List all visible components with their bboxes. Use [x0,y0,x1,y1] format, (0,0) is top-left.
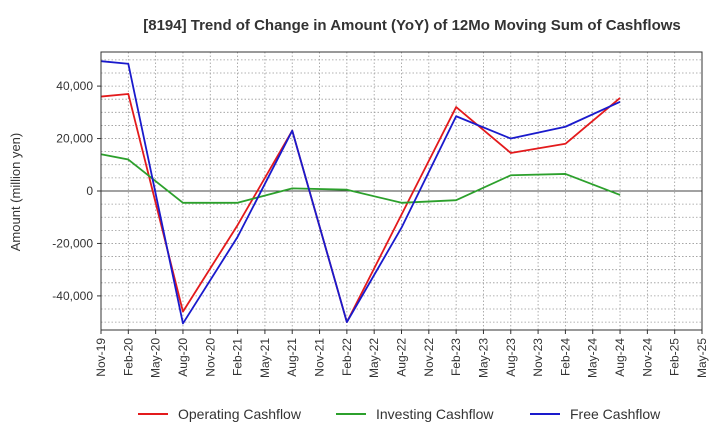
series-line [100,60,621,325]
x-tick-label: Aug-22 [395,338,409,377]
x-tick-label: Feb-21 [231,338,245,376]
x-tick-label: Feb-22 [340,338,354,376]
grid [100,52,703,330]
series-line [100,153,621,204]
y-tick-label: 40,000 [56,79,93,93]
x-tick-label: Nov-22 [422,338,436,377]
x-tick-label: Aug-21 [285,338,299,377]
x-tick-label: Nov-19 [94,338,108,377]
x-tick-label: Nov-24 [640,338,654,377]
x-tick-label: Nov-20 [203,338,217,377]
x-tick-label: Aug-23 [504,338,518,377]
y-tick-label: 0 [86,184,93,198]
x-tick-label: Feb-25 [668,338,682,376]
y-tick-label: -40,000 [52,289,93,303]
x-tick-label: May-25 [695,338,709,378]
y-tick-label: 20,000 [56,132,93,146]
axes: 40,000 20,000 0 -20,000 -40,000 Nov-19 Feb-20 M… [52,51,709,378]
x-tick-label: May-21 [258,338,272,378]
y-tick-label: -20,000 [52,236,93,250]
x-tick-label: Nov-21 [313,338,327,377]
x-tick-label: Aug-24 [613,338,627,377]
series-lines [100,60,621,325]
chart-title: [8194] Trend of Change in Amount (YoY) o… [143,17,681,34]
x-tick-label: Feb-20 [121,338,135,376]
legend-label: Operating Cashflow [178,406,302,422]
x-tick-label: Feb-23 [449,338,463,376]
x-tick-label: Aug-20 [176,338,190,377]
x-tick-label: Feb-24 [558,338,572,376]
series-line [100,93,621,324]
x-tick-label: May-23 [476,338,490,378]
x-tick-label: May-22 [367,338,381,378]
legend-label: Investing Cashflow [376,406,494,422]
x-tick-label: May-24 [586,338,600,378]
y-axis-label: Amount (million yen) [8,133,23,252]
x-tick-label: May-20 [149,338,163,378]
x-tick-label: Nov-23 [531,338,545,377]
legend-label: Free Cashflow [570,406,661,422]
legend: Operating Cashflow Investing Cashflow Free… [138,406,661,422]
